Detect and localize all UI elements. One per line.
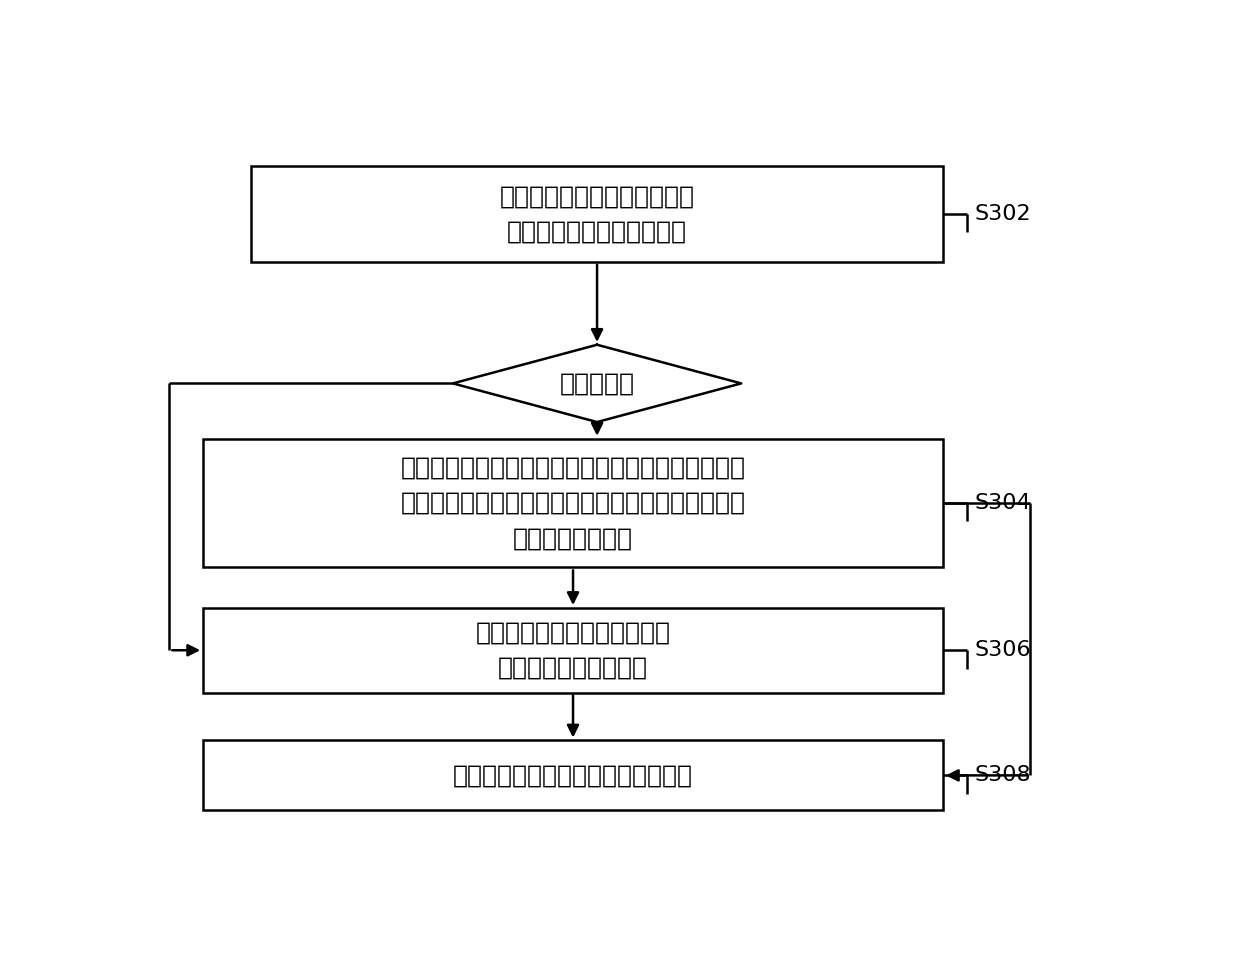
Text: S306: S306 <box>975 641 1032 661</box>
Text: 计算相邻的两个切片点云数据
在二维投影面的投影重叠率: 计算相邻的两个切片点云数据 在二维投影面的投影重叠率 <box>500 185 694 244</box>
Text: S308: S308 <box>975 766 1032 786</box>
Text: 当投影重叠率大于或等于预设阈值时，基于边缘切片
点云数据的识别，删除其中一个切片点云数据，保留
另一切片点云数据: 当投影重叠率大于或等于预设阈值时，基于边缘切片 点云数据的识别，删除其中一个切片… <box>401 456 745 551</box>
Text: 当投影重叠率小于预设阈值，
保留两个切片点云数据: 当投影重叠率小于预设阈值， 保留两个切片点云数据 <box>475 620 671 680</box>
Text: S302: S302 <box>975 204 1032 224</box>
Bar <box>250 166 942 262</box>
Bar <box>203 439 942 568</box>
Text: 重叠率判断: 重叠率判断 <box>559 371 635 396</box>
Bar <box>203 608 942 692</box>
Text: 对保留的切片点云数据进行删减处理: 对保留的切片点云数据进行删减处理 <box>453 764 693 788</box>
Text: S304: S304 <box>975 493 1032 513</box>
Bar <box>203 741 942 811</box>
